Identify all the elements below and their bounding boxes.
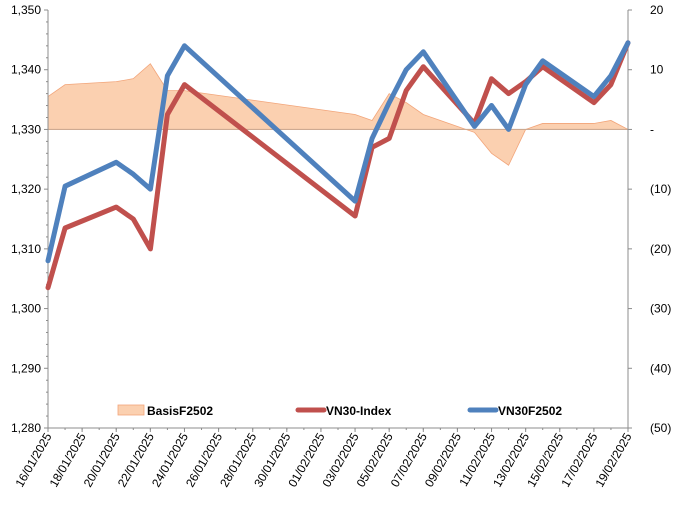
y-tick-label: 1,310 <box>11 242 41 256</box>
series-basis-area <box>47 63 629 166</box>
y-tick-label: 1,330 <box>11 122 41 136</box>
y2-tick-label: 20 <box>650 3 664 17</box>
y-tick-label: 1,340 <box>11 63 41 77</box>
series-vn30-index-line <box>45 40 631 291</box>
y2-tick-label: (40) <box>650 361 671 375</box>
y2-tick-label: - <box>650 122 654 136</box>
legend-label-basisf2502: BasisF2502 <box>147 404 213 418</box>
y-tick-label: 1,300 <box>11 302 41 316</box>
y-tick-label: 1,280 <box>11 421 41 435</box>
y2-tick-label: (50) <box>650 421 671 435</box>
y-tick-label: 1,320 <box>11 182 41 196</box>
y-tick-label: 1,290 <box>11 361 41 375</box>
y2-tick-label: (10) <box>650 182 671 196</box>
legend-swatch-basisf2502 <box>117 404 145 416</box>
y2-tick-label: (30) <box>650 302 671 316</box>
y-tick-label: 1,350 <box>11 3 41 17</box>
legend-label-vn30f2502: VN30F2502 <box>498 404 562 418</box>
y2-tick-label: 10 <box>650 63 664 77</box>
series-vn30f2502-line <box>45 40 631 264</box>
y2-tick-label: (20) <box>650 242 671 256</box>
legend-label-vn30-index: VN30-Index <box>326 404 392 418</box>
